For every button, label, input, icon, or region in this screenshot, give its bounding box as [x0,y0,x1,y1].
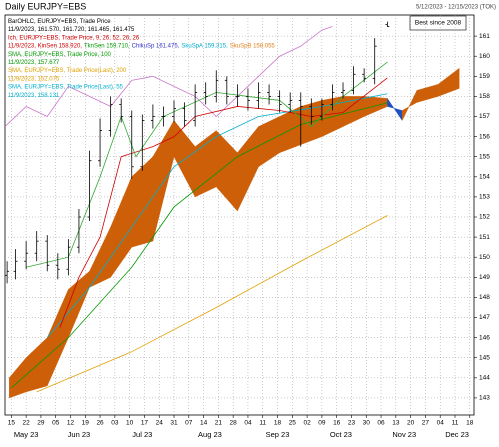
legend-line: 11/9/2023, 158.131 [8,92,60,98]
x-tick-label: 19 [82,420,90,427]
x-tick-label: 14 [200,420,208,427]
legend-line: SMA, EURJPY=EBS, Trade Price, 100 [8,51,112,57]
x-tick-label: 07 [185,420,193,427]
x-tick-label: 04 [244,420,252,427]
legend-part: SkuSpA 159.315, [181,43,228,49]
month-label: Nov 23 [392,430,416,439]
legend-line: SMA, EURJPY=EBS, Trade Price(Last), 200 [8,68,127,74]
y-tick-label: 156 [479,133,490,140]
x-tick-label: 23 [348,420,356,427]
y-tick-label: 161 [479,33,490,40]
y-tick-label: 158 [479,93,490,100]
y-tick-label: 152 [479,214,490,221]
x-tick-label: 20 [407,420,415,427]
x-tick-label: 02 [303,420,311,427]
x-tick-label: 09 [318,420,326,427]
y-tick-label: 157 [479,113,490,120]
y-tick-label: 150 [479,254,490,261]
legend-part: SMA, EURJPY=EBS, Trade Price(Last), 200 [8,68,127,74]
legend-line: SMA, EURJPY=EBS, Trade Price(Last), 55 [8,84,124,90]
legend-part: 11/9/2023, 157.677 [8,60,60,66]
y-tick-label: 146 [479,334,490,341]
x-tick-label: 31 [170,420,178,427]
x-tick-label: 11 [452,420,459,427]
x-tick-label: 24 [156,420,164,427]
x-tick-label: 25 [289,420,297,427]
legend-part: Ich, EURJPY=EBS, Trade Price, 9, 26, 52,… [8,35,140,41]
plot-area [5,21,460,399]
x-tick-label: 16 [333,420,341,427]
chart-subtitle: 5/12/2023 - 12/15/2023 (TOK) [416,5,496,11]
x-tick-label: 27 [422,420,430,427]
x-tick-label: 10 [126,420,134,427]
indicator-line [59,77,388,328]
x-tick-label: 05 [52,420,60,427]
x-tick-label: 13 [392,420,400,427]
y-tick-label: 154 [479,174,490,181]
x-tick-label: 03 [111,420,119,427]
y-tick-label: 147 [479,314,490,321]
chart-title: Daily EURJPY=EBS [5,1,86,11]
legend-line: Ich, EURJPY=EBS, Trade Price, 9, 26, 52,… [8,35,140,41]
legend-part: BarOHLC, EURJPY=EBS, Trade Price [8,19,111,25]
month-label: Aug 23 [198,430,222,439]
legend-part: SkuSpB 158.055 [230,43,276,49]
x-tick-label: 06 [377,420,385,427]
legend-part: SMA, EURJPY=EBS, Trade Price, 100 [8,51,112,57]
y-tick-label: 160 [479,53,490,60]
x-tick-label: 18 [274,420,282,427]
annotation-box [409,15,467,31]
y-tick-label: 143 [479,395,490,402]
x-tick-label: 11 [259,420,266,427]
legend-part: 11/9/2023, 158.131 [8,92,60,98]
legend-line: 11/9/2023, 161.570, 161.720, 161.465, 16… [8,27,135,33]
legend-part: 11/9/2023, 152.075 [8,76,60,82]
x-tick-label: 22 [23,420,31,427]
legend-part: 11/9/2023, 161.570, 161.720, 161.465, 16… [8,27,135,33]
y-tick-label: 153 [479,194,490,201]
legend-part: SMA, EURJPY=EBS, Trade Price(Last), 55 [8,84,124,90]
y-tick-label: 159 [479,73,490,80]
month-label: May 23 [14,430,39,439]
x-tick-label: 12 [67,420,75,427]
month-label: Dec 23 [445,430,469,439]
y-tick-label: 155 [479,153,490,160]
x-tick-label: 15 [8,420,16,427]
plot-frame [4,14,475,416]
legend-line: 11/9/2023, 152.075 [8,76,60,82]
month-label: Jun 23 [68,430,91,439]
cloud-segment [437,67,460,97]
x-tick-label: 30 [363,420,371,427]
x-tick-label: 28 [230,420,238,427]
legend-part: 11/9/2023, KinSen 158.920, [8,43,82,49]
x-tick-label: 29 [37,420,45,427]
annotation: Best since 2008 [415,20,462,27]
y-tick-label: 149 [479,274,490,281]
legend-line: BarOHLC, EURJPY=EBS, Trade Price [8,19,111,25]
y-tick-label: 151 [479,234,490,241]
legend-part: TknSen 159.710, [84,43,130,49]
indicator-line [5,26,333,127]
legend-part: ChikuSp 161.475, [132,43,180,49]
x-tick-label: 26 [96,420,104,427]
month-label: Jul 23 [132,430,152,439]
x-tick-label: 17 [141,420,149,427]
x-tick-label: 18 [466,420,474,427]
y-tick-label: 148 [479,294,490,301]
y-tick-label: 145 [479,354,490,361]
month-label: Sep 23 [266,430,290,439]
y-tick-label: 144 [479,375,490,382]
legend-line: 11/9/2023, 157.677 [8,60,60,66]
indicator-line [36,215,388,393]
legend-line: 11/9/2023, KinSen 158.920, TknSen 159.710… [8,43,275,49]
month-label: Oct 23 [330,430,352,439]
x-tick-label: 21 [215,420,223,427]
x-tick-label: 04 [437,420,445,427]
